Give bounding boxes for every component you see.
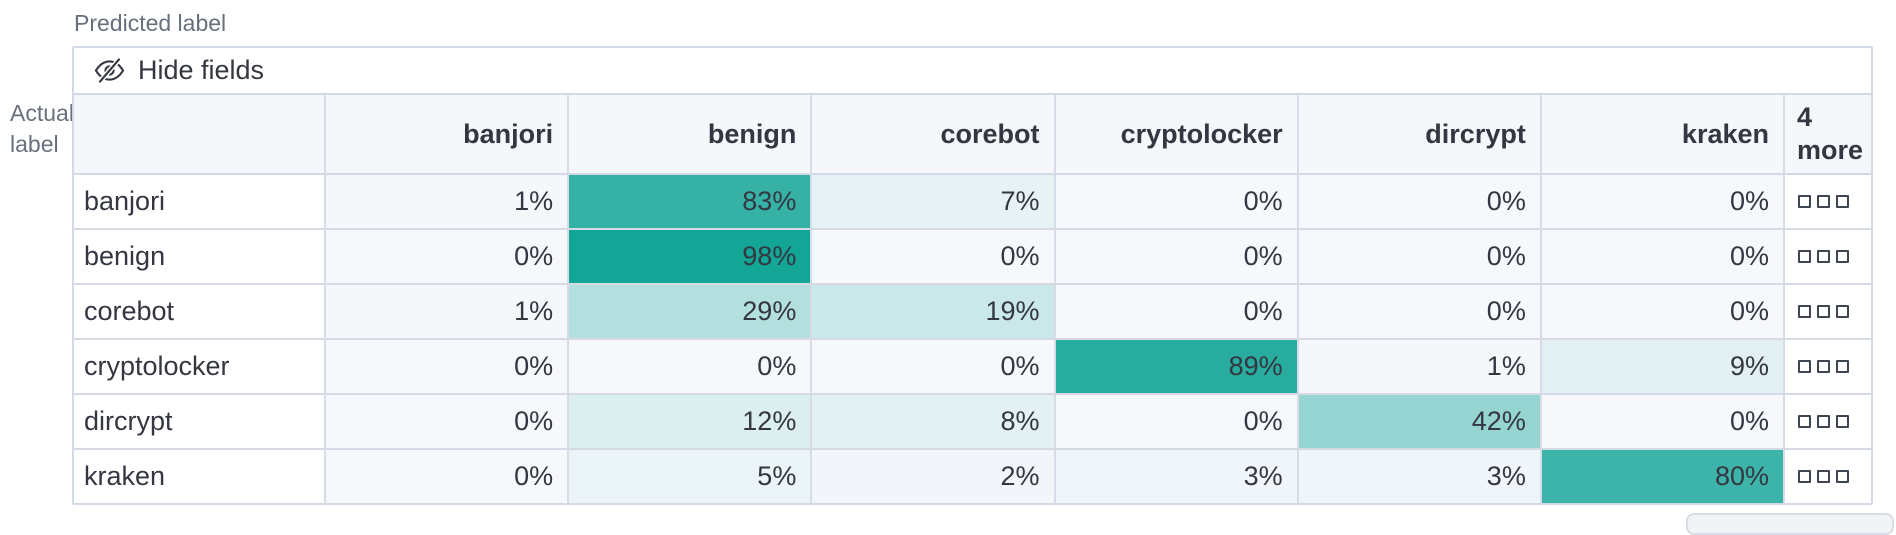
boxes-horizontal-icon <box>1836 470 1849 483</box>
heat-cell-benign-dircrypt[interactable]: 0% <box>1296 230 1540 283</box>
grid-toolbar: Hide fields <box>74 48 1871 95</box>
more-columns-button[interactable] <box>1783 230 1871 283</box>
heat-cell-cryptolocker-dircrypt[interactable]: 1% <box>1296 340 1540 393</box>
heat-cell-benign-benign[interactable]: 98% <box>567 230 811 283</box>
hide-fields-label: Hide fields <box>138 55 265 85</box>
boxes-horizontal-icon <box>1817 415 1830 428</box>
column-header-corebot[interactable]: corebot <box>810 95 1054 173</box>
more-columns-button[interactable] <box>1783 395 1871 448</box>
boxes-horizontal-icon <box>1817 470 1830 483</box>
hide-fields-button[interactable]: Hide fields <box>94 55 264 86</box>
boxes-horizontal-icon <box>1836 250 1849 263</box>
table-row: cryptolocker 0% 0% 0% 89% 1% 9% <box>74 340 1871 395</box>
boxes-horizontal-icon <box>1798 470 1811 483</box>
row-header-corebot[interactable]: corebot <box>74 285 324 338</box>
heat-cell-corebot-benign[interactable]: 29% <box>567 285 811 338</box>
boxes-horizontal-icon <box>1817 195 1830 208</box>
boxes-horizontal-icon <box>1798 305 1811 318</box>
heat-cell-kraken-corebot[interactable]: 2% <box>810 450 1054 503</box>
heat-cell-cryptolocker-banjori[interactable]: 0% <box>324 340 568 393</box>
boxes-horizontal-icon <box>1798 360 1811 373</box>
boxes-horizontal-icon <box>1836 415 1849 428</box>
eye-closed-icon <box>94 55 125 86</box>
column-header-cryptolocker[interactable]: cryptolocker <box>1053 95 1297 173</box>
row-header-kraken[interactable]: kraken <box>74 450 324 503</box>
heat-cell-kraken-kraken[interactable]: 80% <box>1539 450 1783 503</box>
boxes-horizontal-icon <box>1817 250 1830 263</box>
row-header-cryptolocker[interactable]: cryptolocker <box>74 340 324 393</box>
corner-header-cell <box>74 95 324 173</box>
boxes-horizontal-icon <box>1798 415 1811 428</box>
heat-cell-dircrypt-cryptolocker[interactable]: 0% <box>1053 395 1297 448</box>
boxes-horizontal-icon <box>1817 305 1830 318</box>
boxes-horizontal-icon <box>1798 195 1811 208</box>
heat-cell-kraken-dircrypt[interactable]: 3% <box>1296 450 1540 503</box>
table-row: benign 0% 98% 0% 0% 0% 0% <box>74 230 1871 285</box>
horizontal-scrollbar[interactable] <box>1686 513 1894 535</box>
heat-cell-dircrypt-banjori[interactable]: 0% <box>324 395 568 448</box>
heat-cell-benign-cryptolocker[interactable]: 0% <box>1053 230 1297 283</box>
column-header-row: banjori benign corebot cryptolocker dircrypt… <box>74 95 1871 175</box>
heat-cell-benign-kraken[interactable]: 0% <box>1539 230 1783 283</box>
heat-cell-corebot-dircrypt[interactable]: 0% <box>1296 285 1540 338</box>
heat-cell-cryptolocker-benign[interactable]: 0% <box>567 340 811 393</box>
row-header-benign[interactable]: benign <box>74 230 324 283</box>
heat-cell-corebot-corebot[interactable]: 19% <box>810 285 1054 338</box>
heat-cell-banjori-banjori[interactable]: 1% <box>324 175 568 228</box>
heat-cell-benign-banjori[interactable]: 0% <box>324 230 568 283</box>
column-header-banjori[interactable]: banjori <box>324 95 568 173</box>
column-header-kraken[interactable]: kraken <box>1539 95 1783 173</box>
heat-cell-kraken-benign[interactable]: 5% <box>567 450 811 503</box>
heat-cell-dircrypt-benign[interactable]: 12% <box>567 395 811 448</box>
confusion-matrix-panel: Hide fields banjori benign corebot cryptolo… <box>72 46 1873 505</box>
boxes-horizontal-icon <box>1817 360 1830 373</box>
table-row: dircrypt 0% 12% 8% 0% 42% 0% <box>74 395 1871 450</box>
heat-cell-banjori-kraken[interactable]: 0% <box>1539 175 1783 228</box>
heat-cell-dircrypt-corebot[interactable]: 8% <box>810 395 1054 448</box>
boxes-horizontal-icon <box>1836 195 1849 208</box>
row-header-dircrypt[interactable]: dircrypt <box>74 395 324 448</box>
heat-cell-corebot-cryptolocker[interactable]: 0% <box>1053 285 1297 338</box>
heat-cell-cryptolocker-cryptolocker[interactable]: 89% <box>1053 340 1297 393</box>
column-header-more[interactable]: 4 more <box>1783 95 1871 173</box>
column-header-benign[interactable]: benign <box>567 95 811 173</box>
actual-axis-label: Actual label <box>10 100 74 157</box>
more-columns-button[interactable] <box>1783 450 1871 503</box>
more-columns-button[interactable] <box>1783 340 1871 393</box>
heat-cell-banjori-dircrypt[interactable]: 0% <box>1296 175 1540 228</box>
boxes-horizontal-icon <box>1798 250 1811 263</box>
heat-cell-dircrypt-dircrypt[interactable]: 42% <box>1296 395 1540 448</box>
boxes-horizontal-icon <box>1836 360 1849 373</box>
heat-cell-corebot-banjori[interactable]: 1% <box>324 285 568 338</box>
heat-cell-kraken-banjori[interactable]: 0% <box>324 450 568 503</box>
column-header-dircrypt[interactable]: dircrypt <box>1296 95 1540 173</box>
table-row: kraken 0% 5% 2% 3% 3% 80% <box>74 450 1871 503</box>
heat-cell-dircrypt-kraken[interactable]: 0% <box>1539 395 1783 448</box>
row-header-banjori[interactable]: banjori <box>74 175 324 228</box>
heat-cell-banjori-corebot[interactable]: 7% <box>810 175 1054 228</box>
heat-cell-cryptolocker-corebot[interactable]: 0% <box>810 340 1054 393</box>
heat-cell-banjori-cryptolocker[interactable]: 0% <box>1053 175 1297 228</box>
more-columns-button[interactable] <box>1783 175 1871 228</box>
table-row: corebot 1% 29% 19% 0% 0% 0% <box>74 285 1871 340</box>
more-columns-button[interactable] <box>1783 285 1871 338</box>
predicted-axis-label: Predicted label <box>74 10 227 36</box>
heat-cell-kraken-cryptolocker[interactable]: 3% <box>1053 450 1297 503</box>
boxes-horizontal-icon <box>1836 305 1849 318</box>
heat-cell-cryptolocker-kraken[interactable]: 9% <box>1539 340 1783 393</box>
heat-cell-benign-corebot[interactable]: 0% <box>810 230 1054 283</box>
table-row: banjori 1% 83% 7% 0% 0% 0% <box>74 175 1871 230</box>
heat-cell-banjori-benign[interactable]: 83% <box>567 175 811 228</box>
heat-cell-corebot-kraken[interactable]: 0% <box>1539 285 1783 338</box>
